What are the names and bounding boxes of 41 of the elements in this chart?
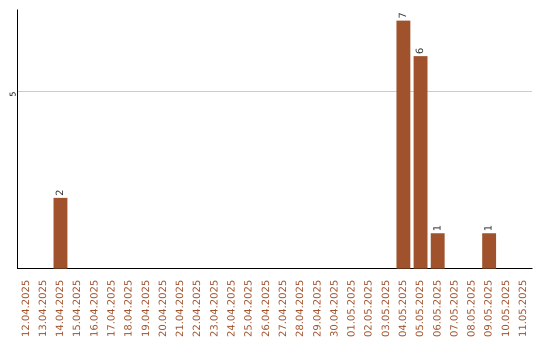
x-tick-label: 28.04.2025: [295, 280, 306, 338]
x-tick-label: 07.05.2025: [449, 280, 460, 338]
x-tick-label: 29.04.2025: [312, 280, 324, 338]
data-label: 1: [484, 224, 495, 232]
data-label: 2: [55, 189, 66, 196]
x-tick-label: 10.05.2025: [500, 280, 512, 338]
x-tick-label: 04.05.2025: [398, 280, 409, 338]
bar: [54, 198, 68, 269]
data-label: 1: [432, 224, 444, 232]
x-tick-label: 30.04.2025: [329, 280, 340, 338]
x-tick-label: 20.04.2025: [158, 280, 169, 338]
x-tick-label: 17.04.2025: [106, 280, 118, 338]
x-tick-label: 13.04.2025: [38, 280, 49, 338]
x-tick-label: 15.04.2025: [72, 280, 84, 338]
y-tick-label: 5: [8, 92, 18, 97]
data-label: 6: [415, 48, 426, 54]
data-label: 7: [398, 12, 409, 19]
bar: [396, 20, 410, 269]
bar: [482, 233, 496, 269]
x-tick-label: 09.05.2025: [484, 280, 495, 338]
x-tick-label: 06.05.2025: [432, 280, 444, 338]
x-tick-label: 25.04.2025: [244, 280, 255, 338]
x-tick-label: 24.04.2025: [226, 280, 238, 338]
x-tick-label: 19.04.2025: [140, 280, 152, 338]
x-tick-label: 03.05.2025: [380, 280, 392, 338]
bar: [414, 56, 428, 269]
x-tick-label: 18.04.2025: [124, 280, 135, 338]
x-tick-label: 02.05.2025: [364, 280, 375, 338]
x-tick-label: 12.04.2025: [20, 280, 32, 338]
x-tick-label: 23.04.2025: [209, 280, 220, 338]
x-tick-label: 22.04.2025: [192, 280, 204, 338]
x-tick-label: 26.04.2025: [260, 280, 272, 338]
bar: [430, 233, 445, 269]
x-tick-label: 27.04.2025: [278, 280, 289, 338]
x-tick-label: 01.05.2025: [346, 280, 358, 338]
x-tick-label: 11.05.2025: [518, 280, 530, 338]
x-tick-label: 08.05.2025: [466, 280, 478, 338]
x-tick-label: 21.04.2025: [175, 280, 186, 338]
x-tick-label: 16.04.2025: [89, 280, 100, 338]
x-tick-label: 14.04.2025: [55, 280, 66, 338]
x-tick-label: 05.05.2025: [415, 280, 426, 338]
